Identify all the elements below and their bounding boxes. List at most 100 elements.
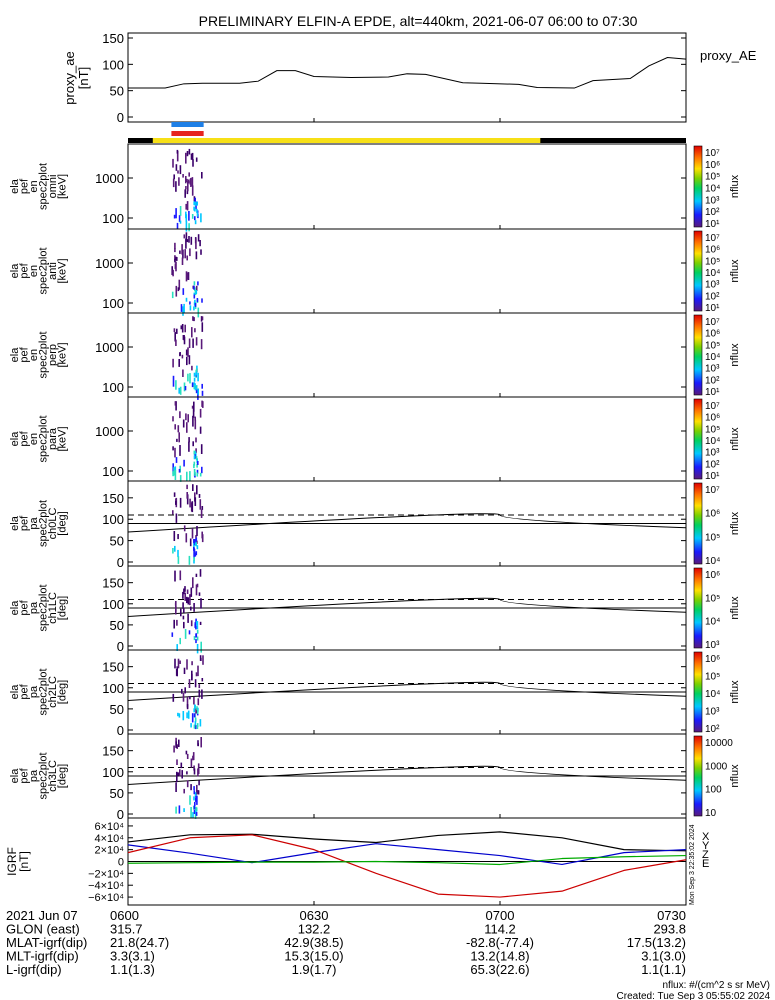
spectrogram-cell — [196, 540, 198, 544]
panel-ylabel-line: pef — [19, 430, 31, 446]
spectrogram-cell — [195, 708, 197, 714]
panel-ylabel-line: ch1LC — [47, 592, 59, 624]
spectrogram-cell — [186, 492, 188, 499]
pa-loss-cone-curve — [127, 597, 687, 617]
spectrogram-cell — [188, 679, 191, 688]
spectrogram-cell — [193, 559, 195, 564]
spectrogram-cell — [201, 298, 203, 303]
colorbar-tick-label: 10³ — [705, 195, 720, 206]
spectrogram-cell — [201, 172, 203, 179]
spectrogram-cell — [195, 806, 197, 811]
spectrogram-cell — [196, 709, 199, 714]
spectrogram-cell — [192, 415, 194, 427]
spectrogram-cell — [176, 644, 178, 651]
panel-ylabel-line: pa — [28, 601, 40, 614]
spectrogram-cell — [181, 354, 184, 359]
spectrogram-cell — [195, 456, 198, 461]
spectrogram-cell — [194, 725, 197, 730]
spectrogram-cell — [184, 189, 186, 198]
spectrogram-cell — [181, 688, 183, 694]
panel-ylabel-line: ch3LC — [47, 760, 59, 792]
spectrogram-cell — [193, 461, 196, 466]
spectrogram-cell — [196, 625, 199, 630]
spectrogram-cell — [184, 592, 186, 601]
spectrogram-cell — [174, 570, 176, 582]
spectrogram-cell — [194, 207, 196, 212]
spectrogram-cell — [200, 509, 203, 518]
spectrogram-cell — [179, 475, 182, 482]
spectrogram-cell — [202, 401, 204, 408]
spectrogram-cell — [186, 190, 189, 195]
spectrogram-cell — [195, 157, 198, 162]
spectrogram-cell — [182, 693, 185, 702]
panel-tick-label: 1000 — [95, 340, 124, 355]
spectrogram-cell — [196, 644, 199, 654]
spectrogram-cell — [177, 658, 180, 669]
colorbar-label-text: nflux — [729, 764, 741, 788]
spectrogram-cell — [180, 304, 183, 312]
spectrogram-cell — [176, 771, 178, 783]
spectrogram-cell — [183, 788, 185, 794]
spectrogram-cell — [194, 704, 196, 709]
spectrogram-cell — [186, 178, 188, 182]
spectrogram-cell — [197, 707, 199, 712]
spectrogram-cell — [186, 201, 189, 211]
spectrogram-cell — [183, 588, 185, 595]
spectrogram-cell — [195, 251, 198, 260]
spectrogram-cell — [186, 712, 188, 719]
spectrogram-cell — [189, 795, 191, 805]
spectrogram-cell — [189, 538, 192, 547]
spectrogram-cell — [183, 303, 185, 314]
spectrogram-cell — [196, 526, 198, 537]
panel-ylabel-line: en — [28, 349, 40, 361]
spectrogram-cell — [191, 382, 194, 388]
spectrogram-cell — [201, 506, 204, 510]
colorbar-tick-label: 10² — [705, 724, 720, 735]
spectrogram-cell — [178, 359, 180, 367]
spectrogram-cell — [199, 240, 201, 247]
spectrogram-cell — [193, 306, 195, 311]
spectrogram-cell — [194, 721, 197, 726]
panel-ylabel-line: spec2plot — [38, 415, 50, 462]
panel-ylabel-line: spec2plot — [38, 584, 50, 631]
panel-ylabel-line: pa — [28, 769, 40, 782]
colorbar-label-text: nflux — [729, 174, 741, 198]
spectrogram-cell — [193, 713, 196, 718]
spectrogram-cell — [186, 471, 188, 481]
spectrogram-cell — [192, 755, 194, 761]
spectrogram-cell — [193, 539, 196, 543]
spectrogram-cell — [178, 387, 180, 394]
footer-cell: 13.2(14.8) — [470, 949, 529, 964]
spectrogram-cell — [193, 377, 196, 382]
spectrogram-cell — [175, 501, 177, 505]
spectrogram-cell — [196, 365, 198, 370]
spectrogram-cell — [186, 659, 188, 670]
spectrogram-cell — [187, 597, 190, 605]
spectrogram-cell — [195, 437, 197, 443]
panel-frame-perp — [127, 312, 687, 398]
spectrogram-cell — [185, 349, 188, 356]
spectrogram-cell — [193, 401, 195, 412]
spectrogram-cell — [177, 170, 179, 174]
spectrogram-cell — [187, 710, 190, 719]
spectrogram-cell — [175, 513, 178, 523]
panel-ylabel-line: pa — [28, 685, 40, 698]
spectrogram-cell — [194, 717, 197, 722]
spectrogram-cell — [191, 405, 194, 409]
spectrogram-cell — [186, 356, 188, 366]
spectrogram-cell — [194, 552, 197, 557]
panel-ylabel-line: en — [28, 433, 40, 445]
footer-row-label: MLT-igrf(dip) — [6, 949, 79, 964]
spectrogram-cell — [172, 375, 175, 387]
spectrogram-cell — [184, 629, 187, 639]
colorbar-tick-label: 10⁷ — [705, 148, 720, 159]
spectrogram-cell — [181, 244, 183, 255]
proxy-ae-frame — [127, 32, 687, 123]
spectrogram-cell — [187, 347, 189, 357]
igrf-legend-Y: Y — [702, 840, 710, 852]
spectrogram-cell — [183, 234, 186, 239]
spectrogram-cell — [190, 723, 192, 728]
spectrogram-cell — [199, 499, 202, 510]
spectrogram-cell — [182, 591, 184, 599]
